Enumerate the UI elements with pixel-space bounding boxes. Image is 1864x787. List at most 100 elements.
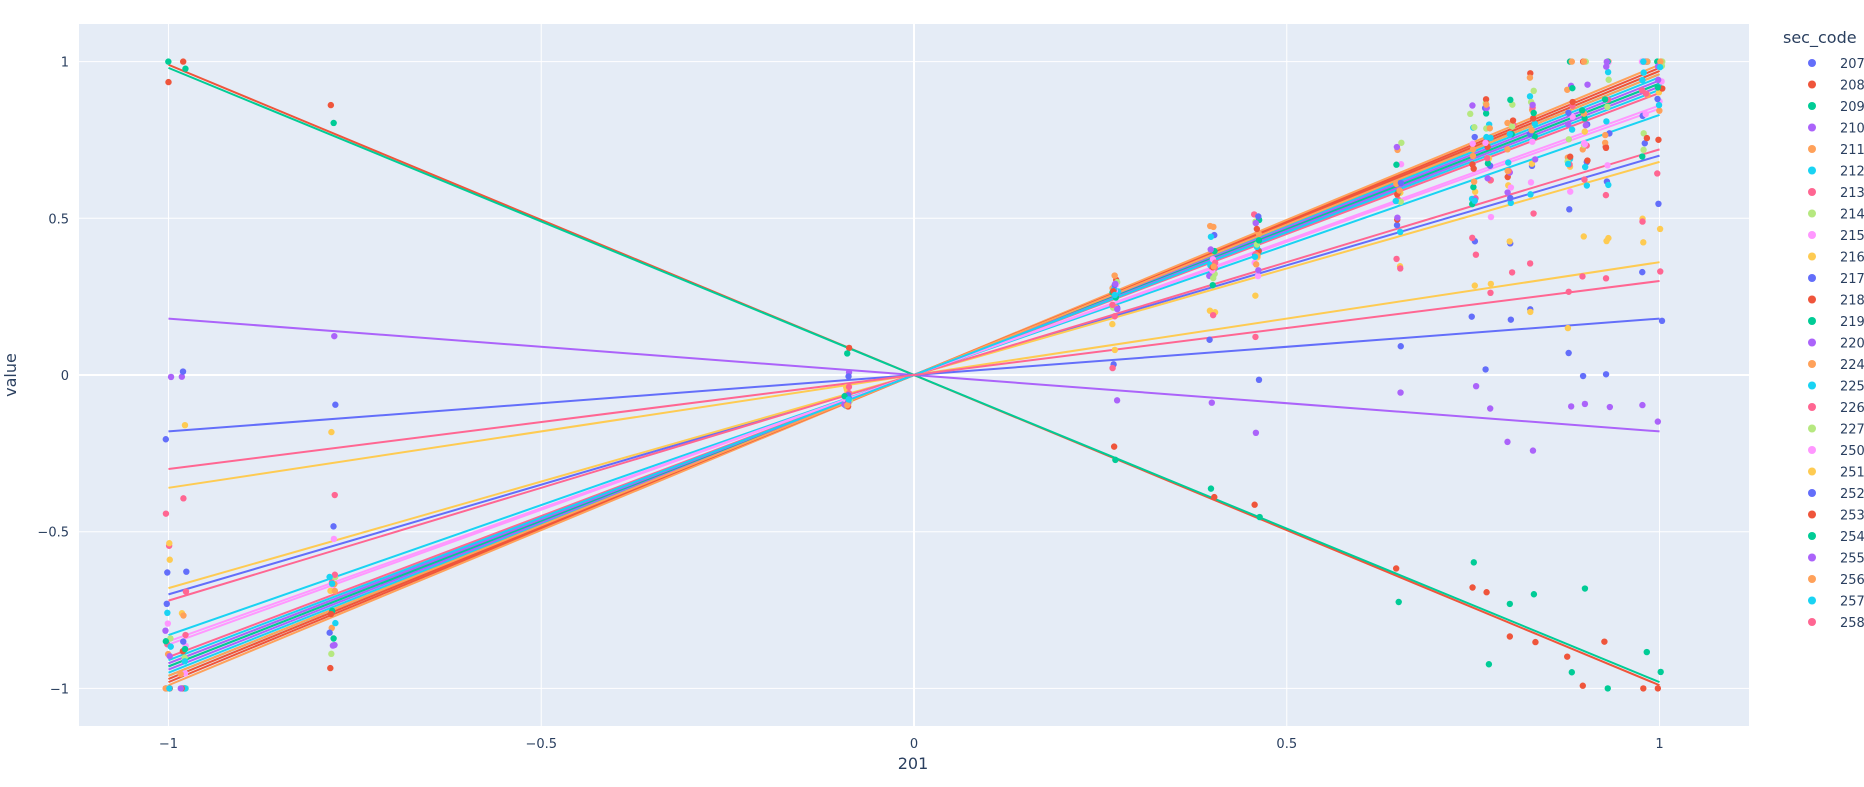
legend-label-226[interactable]: 226 (1840, 401, 1864, 416)
legend-marker-213[interactable] (1808, 188, 1816, 196)
data-point-257 (181, 658, 189, 665)
data-point-254 (1654, 84, 1662, 91)
legend-marker-208[interactable] (1808, 80, 1816, 89)
legend-label-214[interactable]: 214 (1840, 208, 1864, 223)
legend-marker-225[interactable] (1808, 381, 1816, 390)
legend-marker-255[interactable] (1808, 553, 1816, 562)
data-point-211 (1469, 146, 1477, 153)
data-point-224 (1504, 119, 1511, 127)
legend-label-252[interactable]: 252 (1840, 487, 1864, 502)
legend-marker-251[interactable] (1808, 467, 1816, 476)
data-point-209 (165, 58, 172, 65)
legend-marker-212[interactable] (1808, 166, 1816, 175)
legend-label-218[interactable]: 218 (1840, 294, 1864, 309)
legend-label-211[interactable]: 211 (1840, 143, 1864, 158)
data-point-251 (328, 428, 335, 436)
data-point-209 (1643, 648, 1650, 656)
data-point-220 (1469, 102, 1476, 109)
data-point-226 (1109, 301, 1116, 309)
legend-label-250[interactable]: 250 (1840, 444, 1864, 459)
legend-label-224[interactable]: 224 (1840, 358, 1864, 373)
legend-marker-220[interactable] (1808, 338, 1816, 347)
legend[interactable]: sec_code 207 208 209 210 211 212 213 214 215 216 2… (1783, 28, 1864, 631)
legend-label-256[interactable]: 256 (1840, 573, 1864, 588)
axis-ticks: −1 −0.5 0 0.5 1 −1 −0.5 0 0.5 1 (37, 56, 1663, 752)
legend-marker-215[interactable] (1808, 231, 1816, 239)
legend-label-213[interactable]: 213 (1840, 186, 1864, 201)
data-point-208 (327, 101, 335, 109)
data-point-250 (1397, 161, 1405, 168)
x-tick-label: 1 (1655, 737, 1663, 752)
legend-marker-217[interactable] (1808, 274, 1816, 282)
legend-label-210[interactable]: 210 (1840, 122, 1864, 137)
data-point-256 (1470, 178, 1478, 185)
data-point-226 (1483, 154, 1491, 162)
data-point-250 (1580, 139, 1588, 147)
legend-marker-209[interactable] (1808, 102, 1816, 110)
legend-marker-211[interactable] (1808, 145, 1816, 153)
data-point-251 (181, 421, 189, 429)
data-point-208 (1640, 685, 1647, 692)
data-point-255 (177, 685, 184, 692)
legend-label-207[interactable]: 207 (1840, 57, 1864, 72)
data-point-209 (844, 350, 851, 357)
x-tick-label: 0 (910, 737, 918, 752)
legend-label-209[interactable]: 209 (1840, 100, 1864, 115)
legend-label-257[interactable]: 257 (1840, 595, 1864, 610)
data-point-254 (1601, 96, 1609, 103)
legend-marker-257[interactable] (1808, 596, 1816, 605)
legend-marker-210[interactable] (1808, 123, 1816, 132)
legend-marker-218[interactable] (1808, 295, 1816, 304)
data-point-255 (162, 627, 169, 634)
legend-label-254[interactable]: 254 (1840, 530, 1864, 545)
legend-marker-252[interactable] (1808, 489, 1816, 497)
data-point-210 (1606, 403, 1614, 411)
data-point-227 (1398, 139, 1405, 146)
data-point-257 (1506, 130, 1514, 138)
data-point-209 (1112, 456, 1119, 464)
data-point-256 (1528, 126, 1535, 134)
data-point-217 (1579, 372, 1587, 380)
legend-marker-254[interactable] (1808, 532, 1816, 540)
legend-label-255[interactable]: 255 (1840, 552, 1864, 567)
data-point-258 (1526, 260, 1534, 267)
legend-label-212[interactable]: 212 (1840, 165, 1864, 180)
legend-marker-216[interactable] (1808, 252, 1816, 261)
legend-label-217[interactable]: 217 (1840, 272, 1864, 287)
data-point-224 (1469, 152, 1477, 160)
legend-label-258[interactable]: 258 (1840, 616, 1864, 631)
data-point-210 (331, 332, 338, 340)
legend-marker-224[interactable] (1808, 360, 1816, 368)
data-point-209 (1581, 585, 1589, 592)
y-tick-label: 0 (61, 369, 69, 384)
legend-label-253[interactable]: 253 (1840, 509, 1864, 524)
legend-marker-256[interactable] (1808, 575, 1816, 583)
data-point-258 (1397, 265, 1404, 272)
data-point-215 (1642, 110, 1649, 118)
legend-label-251[interactable]: 251 (1840, 466, 1864, 481)
data-point-252 (1507, 194, 1514, 202)
data-point-220 (1252, 219, 1259, 227)
legend-marker-219[interactable] (1808, 317, 1816, 325)
legend-marker-253[interactable] (1808, 510, 1816, 519)
legend-label-208[interactable]: 208 (1840, 79, 1864, 94)
legend-label-225[interactable]: 225 (1840, 380, 1864, 395)
legend-label-216[interactable]: 216 (1840, 251, 1864, 266)
legend-label-215[interactable]: 215 (1840, 229, 1864, 244)
data-point-217 (1639, 268, 1646, 276)
data-point-208 (1251, 501, 1258, 508)
legend-marker-227[interactable] (1808, 424, 1816, 433)
data-point-217 (1507, 316, 1515, 323)
legend-marker-207[interactable] (1808, 59, 1816, 67)
legend-marker-250[interactable] (1808, 446, 1816, 454)
legend-marker-214[interactable] (1808, 209, 1816, 218)
data-point-258 (1508, 269, 1516, 276)
legend-label-227[interactable]: 227 (1840, 423, 1864, 438)
legend-marker-226[interactable] (1808, 403, 1816, 411)
legend-label-219[interactable]: 219 (1840, 315, 1864, 330)
data-point-209 (182, 65, 189, 72)
data-point-255 (1394, 214, 1401, 221)
legend-label-220[interactable]: 220 (1840, 337, 1864, 352)
legend-marker-258[interactable] (1808, 618, 1816, 626)
data-point-255 (1504, 189, 1511, 196)
